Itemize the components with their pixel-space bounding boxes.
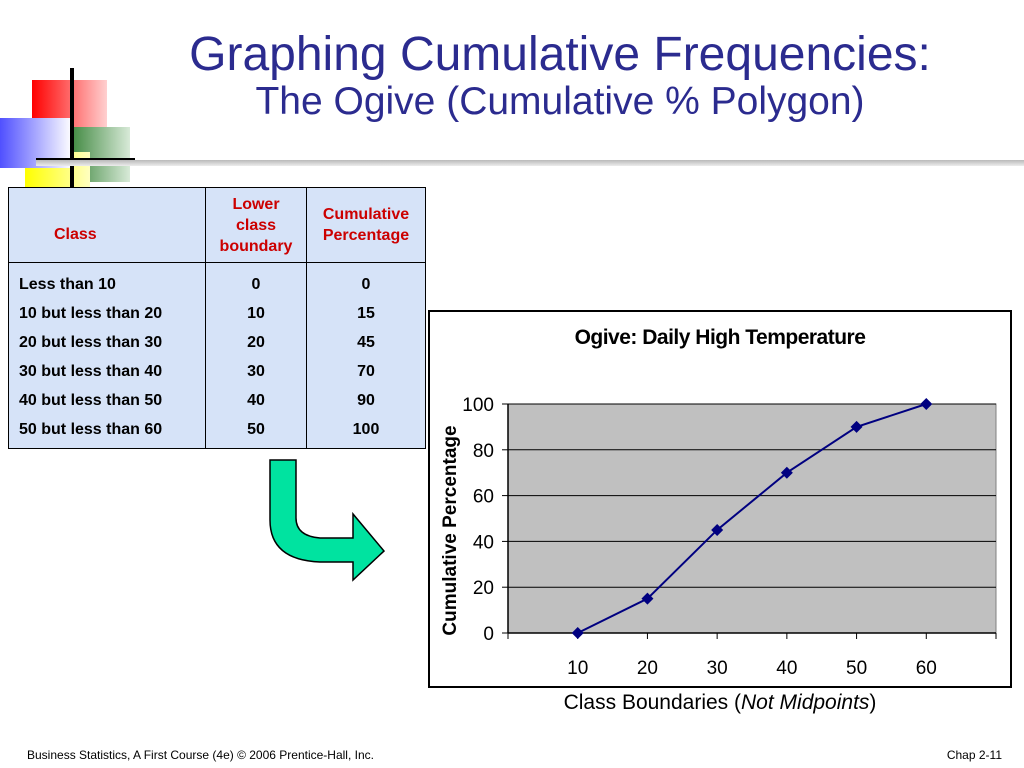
y-tick-label: 40 <box>473 532 494 553</box>
y-tick-label: 100 <box>462 395 494 416</box>
cumulative-percentage-cell: 15 <box>357 305 375 322</box>
y-tick-label: 80 <box>473 441 494 462</box>
class-label-cell: 50 but less than 60 <box>19 421 163 438</box>
class-label-cell: 40 but less than 50 <box>19 392 163 409</box>
header-class: Class <box>8 187 206 263</box>
data-point-marker <box>641 592 654 605</box>
data-point-marker <box>711 523 724 536</box>
series-line <box>577 403 927 634</box>
cumulative-percentage-cell: 70 <box>357 363 375 380</box>
header-lower-boundary: Lower class boundary <box>205 187 307 263</box>
lower-boundary-cell: 40 <box>247 392 265 409</box>
table-row: 20 but less than 30 20 45 <box>8 328 426 357</box>
table-header-row: Class Lower class boundary Cumulative Pe… <box>8 187 426 263</box>
y-tick-label: 60 <box>473 487 494 508</box>
x-tick-label: 40 <box>776 658 797 679</box>
slide-subtitle: The Ogive (Cumulative % Polygon) <box>255 80 865 124</box>
x-tick-label: 50 <box>846 658 867 679</box>
x-tick-label: 60 <box>916 658 937 679</box>
lower-boundary-cell: 50 <box>247 421 265 438</box>
table-row: Less than 10 0 0 <box>8 262 426 299</box>
slide-title-block: Graphing Cumulative Frequencies: The Ogi… <box>110 28 1010 124</box>
chart-x-axis-label: Class Boundaries (Not Midpoints) <box>563 691 877 714</box>
y-axis-label: Cumulative Percentage <box>440 425 461 635</box>
table-row: 50 but less than 60 50 100 <box>8 415 426 449</box>
x-tick-label: 10 <box>567 658 588 679</box>
class-label-cell: 30 but less than 40 <box>19 363 163 380</box>
y-tick-label: 0 <box>483 624 494 645</box>
lower-boundary-cell: 10 <box>247 305 265 322</box>
plot-area <box>507 403 997 634</box>
cumulative-percentage-cell: 90 <box>357 392 375 409</box>
lower-boundary-cell: 30 <box>247 363 265 380</box>
table-row: 10 but less than 20 10 15 <box>8 299 426 328</box>
footer-copyright: Business Statistics, A First Course (4e)… <box>27 748 374 762</box>
table-row: 30 but less than 40 30 70 <box>8 357 426 386</box>
curved-arrow-icon <box>269 459 386 582</box>
data-point-marker <box>571 627 584 639</box>
chart-title: Ogive: Daily High Temperature <box>574 326 866 349</box>
title-divider <box>36 160 1024 166</box>
footer-page-number: Chap 2-11 <box>946 748 1002 762</box>
header-cumulative-percentage: Cumulative Percentage <box>306 187 426 263</box>
cumulative-percentage-cell: 0 <box>361 276 371 293</box>
class-label-cell: 10 but less than 20 <box>19 305 163 322</box>
class-label-cell: Less than 10 <box>19 276 116 293</box>
arrow-shape <box>269 459 386 582</box>
class-label-cell: 20 but less than 30 <box>19 334 163 351</box>
data-point-marker <box>850 420 863 433</box>
x-tick-label: 30 <box>707 658 728 679</box>
frequency-table: Class Lower class boundary Cumulative Pe… <box>8 187 426 449</box>
data-point-marker <box>920 398 933 410</box>
y-tick-label: 20 <box>473 578 494 599</box>
lower-boundary-cell: 20 <box>247 334 265 351</box>
table-row: 40 but less than 50 40 90 <box>8 386 426 415</box>
cumulative-percentage-cell: 45 <box>357 334 375 351</box>
cumulative-percentage-cell: 100 <box>352 421 380 438</box>
slide-title: Graphing Cumulative Frequencies: <box>189 28 931 81</box>
data-point-marker <box>780 466 793 479</box>
x-tick-label: 20 <box>637 658 658 679</box>
lower-boundary-cell: 0 <box>251 276 261 293</box>
